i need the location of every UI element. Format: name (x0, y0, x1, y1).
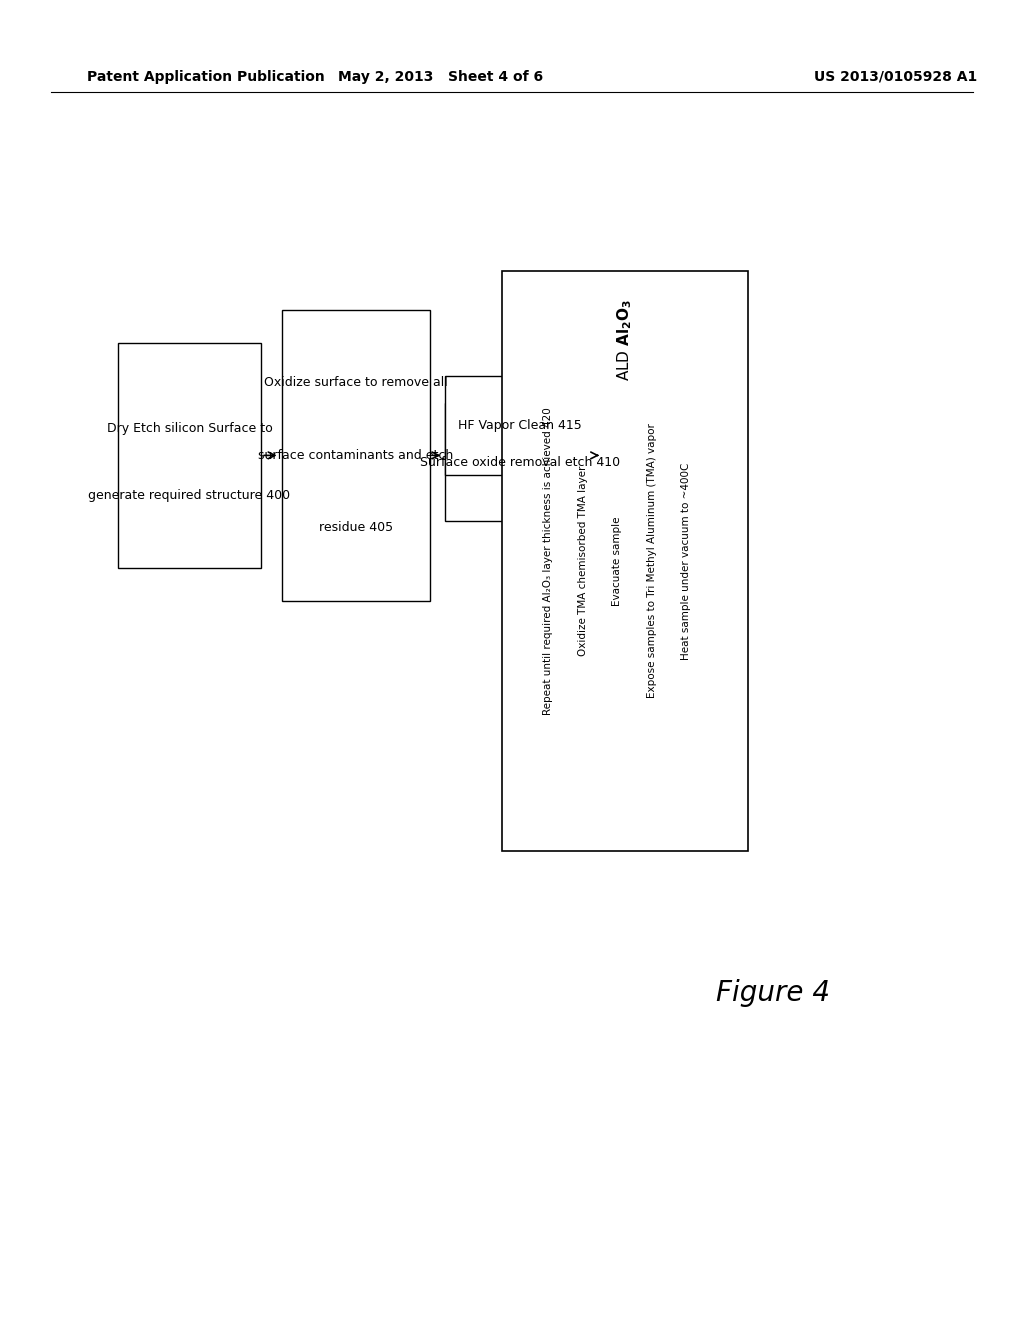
Text: Expose samples to Tri Methyl Aluminum (TMA) vapor: Expose samples to Tri Methyl Aluminum (T… (647, 424, 656, 698)
Bar (445, 376, 594, 475)
Bar (502, 271, 748, 851)
Text: Evacuate sample: Evacuate sample (612, 516, 623, 606)
Text: May 2, 2013   Sheet 4 of 6: May 2, 2013 Sheet 4 of 6 (338, 70, 543, 83)
Text: residue 405: residue 405 (318, 521, 393, 535)
Text: Oxidize surface to remove all: Oxidize surface to remove all (264, 376, 447, 389)
Text: ALD $\mathbf{Al_2O_3}$: ALD $\mathbf{Al_2O_3}$ (615, 300, 634, 381)
Text: Heat sample under vacuum to ~400C: Heat sample under vacuum to ~400C (681, 462, 691, 660)
Bar (118, 343, 261, 568)
Text: surface contaminants and etch: surface contaminants and etch (258, 449, 454, 462)
Text: US 2013/0105928 A1: US 2013/0105928 A1 (814, 70, 978, 83)
Text: Dry Etch silicon Surface to: Dry Etch silicon Surface to (106, 422, 272, 436)
Bar (445, 403, 594, 521)
Text: Repeat until required Al₂O₃ layer thickness is achieved 420: Repeat until required Al₂O₃ layer thickn… (544, 407, 553, 715)
Text: Oxidize TMA chemisorbed TMA layer: Oxidize TMA chemisorbed TMA layer (578, 466, 588, 656)
Text: Surface oxide removal etch 410: Surface oxide removal etch 410 (420, 455, 620, 469)
Text: Patent Application Publication: Patent Application Publication (87, 70, 325, 83)
Text: HF Vapor Clean 415: HF Vapor Clean 415 (458, 420, 582, 432)
Bar (282, 310, 430, 601)
Text: Figure 4: Figure 4 (716, 978, 830, 1007)
Text: generate required structure 400: generate required structure 400 (88, 490, 291, 503)
